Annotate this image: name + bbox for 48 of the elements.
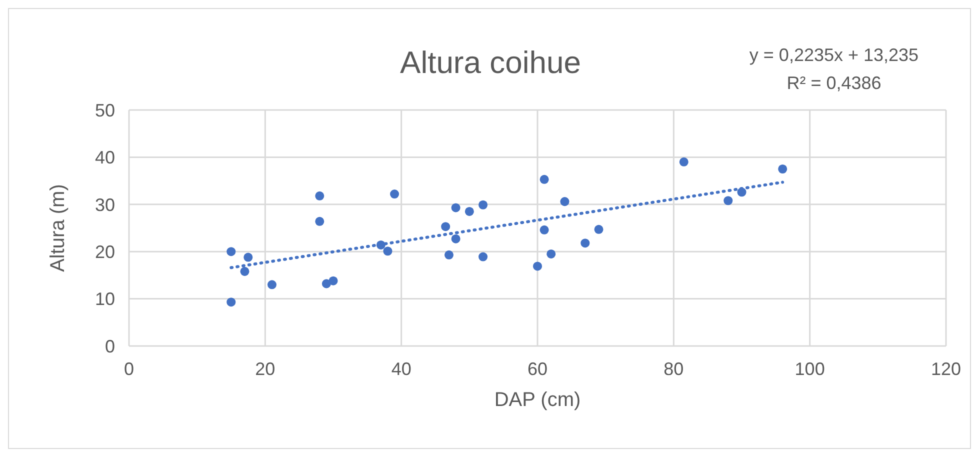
point [594,224,604,234]
x-tick-label: 80 [664,358,684,379]
point [441,222,450,232]
y-axis-title: Altura (m) [47,184,70,272]
x-tick-label: 40 [391,358,412,379]
point [383,246,392,256]
point [226,247,236,256]
y-tick-label: 30 [94,194,115,215]
point [540,225,549,234]
text: y = 0,2235x + 13,235 [748,44,920,67]
point [244,252,253,262]
x-tick-label: 20 [255,358,276,379]
point [328,276,338,286]
point [478,200,488,210]
y-tick-label: 0 [104,336,115,356]
point [737,188,746,197]
point [240,266,250,276]
point [376,240,386,250]
point [464,206,474,216]
point [724,196,733,206]
point [580,238,590,248]
y-tick-label: 50 [94,100,115,120]
y-tick-label: 20 [94,242,115,262]
point [532,262,542,271]
point [478,252,488,262]
point [451,203,460,212]
point [679,157,688,166]
point [322,279,331,288]
point [546,249,556,258]
point [540,174,549,184]
x-tick-label: 120 [930,358,962,379]
point [315,216,324,226]
text: R² = 0,4386 [786,72,882,95]
x-tick-label: 60 [527,358,548,379]
point [444,250,454,260]
point [451,234,460,244]
x-axis-title: DAP (cm) [494,389,581,412]
x-tick-label: 0 [124,358,134,379]
point [267,280,276,290]
y-tick-label: 40 [94,148,115,168]
x-tick-label: 100 [794,358,825,379]
point [390,190,400,199]
point [560,197,570,206]
y-tick-label: 10 [94,289,115,310]
point [315,191,324,200]
point [226,298,236,307]
chart-title: Altura coihue [400,45,581,80]
point [778,164,788,174]
